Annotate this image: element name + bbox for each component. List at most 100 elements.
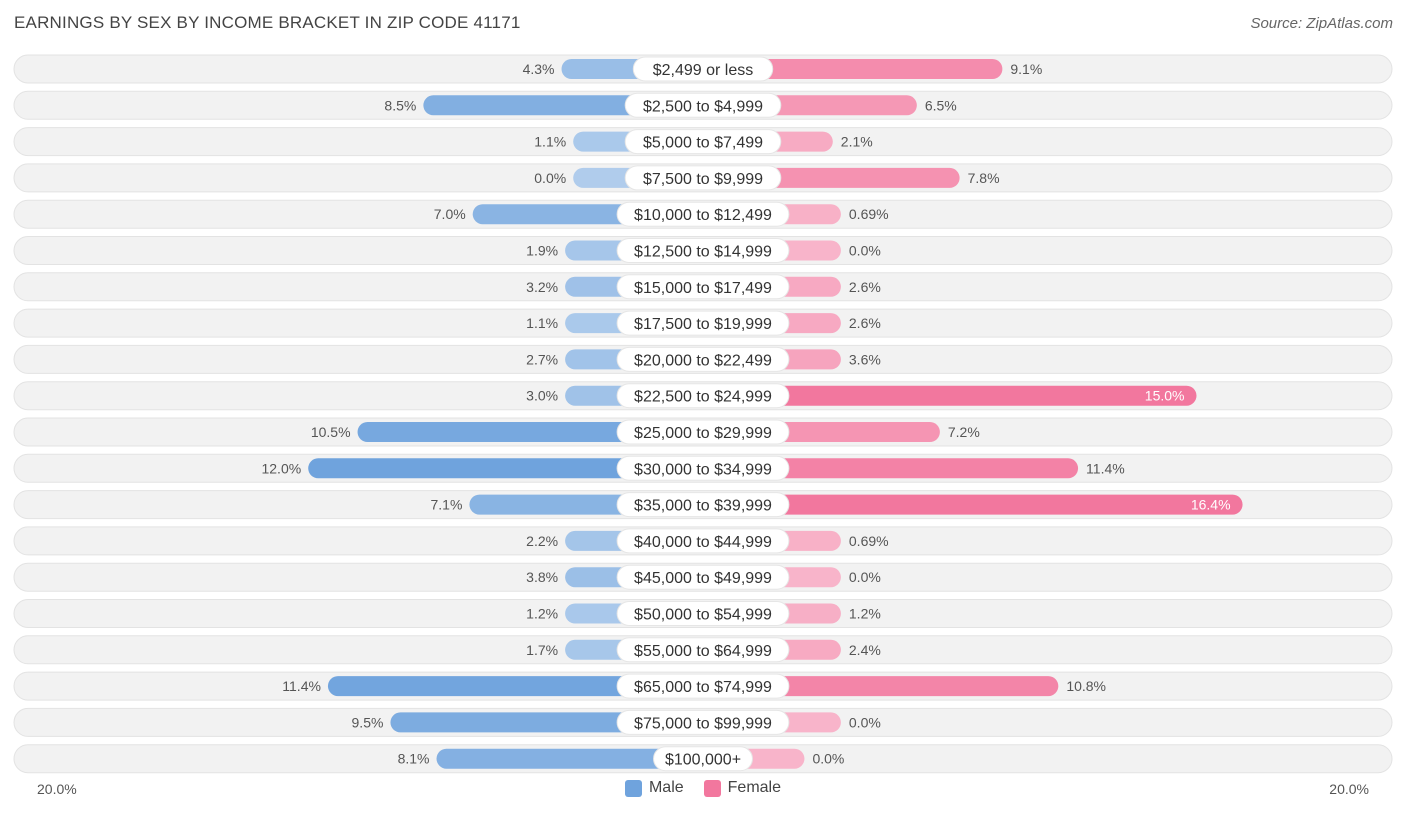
category-label: $75,000 to $99,999 bbox=[634, 715, 772, 732]
category-label: $10,000 to $12,499 bbox=[634, 207, 772, 224]
female-value-label: 16.4% bbox=[1191, 497, 1231, 513]
legend-label-male: Male bbox=[648, 779, 684, 796]
category-label: $17,500 to $19,999 bbox=[634, 316, 772, 333]
category-pill bbox=[616, 528, 790, 554]
male-value-label: 8.5% bbox=[384, 97, 416, 113]
female-value-label: 2.6% bbox=[849, 315, 881, 331]
female-value-label: 2.4% bbox=[849, 642, 881, 658]
male-value-label: 3.2% bbox=[526, 279, 558, 295]
female-value-label: 6.5% bbox=[925, 97, 957, 113]
source-note: Source: ZipAtlas.com bbox=[1250, 15, 1393, 32]
category-pill bbox=[616, 709, 790, 735]
category-pill bbox=[616, 601, 790, 626]
category-label: $65,000 to $74,999 bbox=[634, 679, 772, 696]
male-value-label: 3.8% bbox=[526, 569, 558, 585]
male-value-label: 12.0% bbox=[261, 460, 301, 476]
category-pill bbox=[616, 310, 790, 336]
category-pill bbox=[616, 673, 790, 699]
category-label: $20,000 to $22,499 bbox=[634, 352, 772, 369]
male-bar bbox=[308, 458, 703, 479]
category-label: $45,000 to $49,999 bbox=[634, 570, 772, 587]
male-value-label: 2.7% bbox=[526, 351, 558, 367]
female-bar bbox=[703, 494, 1243, 515]
female-value-label: 1.2% bbox=[849, 606, 881, 622]
female-value-label: 3.6% bbox=[849, 351, 881, 367]
category-label: $50,000 to $54,999 bbox=[634, 607, 772, 624]
category-label: $5,000 to $7,499 bbox=[643, 135, 763, 152]
female-value-label: 7.2% bbox=[948, 424, 980, 440]
female-value-label: 0.69% bbox=[849, 206, 889, 222]
chart-title: EARNINGS BY SEX BY INCOME BRACKET IN ZIP… bbox=[14, 13, 521, 32]
male-bar bbox=[436, 748, 703, 769]
category-pill bbox=[616, 346, 790, 372]
male-value-label: 8.1% bbox=[398, 751, 430, 767]
female-value-label: 2.1% bbox=[841, 134, 873, 150]
chart-plot: 4.3% 9.1% $2,499 or less 8.5% 6.5% $2,500 to … bbox=[13, 54, 1393, 774]
male-value-label: 9.5% bbox=[352, 714, 384, 730]
category-pill bbox=[616, 419, 790, 445]
category-label: $22,500 to $24,999 bbox=[634, 389, 772, 406]
legend-label-female: Female bbox=[727, 779, 782, 796]
female-bar bbox=[703, 676, 1059, 697]
category-pill bbox=[653, 746, 753, 772]
category-pill bbox=[616, 201, 790, 227]
category-pill bbox=[616, 238, 790, 263]
female-value-label: 2.6% bbox=[849, 279, 881, 295]
category-label: $25,000 to $29,999 bbox=[634, 425, 772, 442]
male-value-label: 1.2% bbox=[526, 606, 558, 622]
male-value-label: 1.1% bbox=[534, 134, 566, 150]
male-value-label: 1.7% bbox=[526, 642, 558, 658]
legend-item-male: Male bbox=[624, 779, 684, 797]
female-bar bbox=[703, 458, 1079, 479]
male-value-label: 3.0% bbox=[526, 388, 558, 404]
category-pill bbox=[616, 637, 790, 663]
female-bar bbox=[703, 59, 1003, 79]
category-pill bbox=[616, 274, 790, 300]
category-pill bbox=[616, 383, 790, 409]
male-value-label: 2.2% bbox=[526, 533, 558, 549]
male-value-label: 4.3% bbox=[523, 61, 555, 77]
female-value-label: 0.0% bbox=[812, 751, 844, 767]
category-label: $15,000 to $17,499 bbox=[634, 280, 772, 297]
category-pill bbox=[616, 455, 790, 481]
male-value-label: 11.4% bbox=[282, 678, 321, 694]
category-label: $7,500 to $9,999 bbox=[643, 171, 763, 188]
male-value-label: 7.0% bbox=[434, 206, 466, 222]
female-value-label: 9.1% bbox=[1010, 61, 1042, 77]
category-pill bbox=[616, 564, 790, 590]
male-value-label: 1.9% bbox=[526, 243, 558, 259]
category-label: $35,000 to $39,999 bbox=[634, 498, 772, 515]
female-value-label: 0.0% bbox=[849, 569, 881, 585]
female-value-label: 7.8% bbox=[968, 170, 1000, 186]
category-pill bbox=[616, 492, 790, 518]
female-value-label: 0.0% bbox=[849, 243, 881, 259]
legend-swatch-female bbox=[703, 779, 721, 797]
category-label: $100,000+ bbox=[665, 752, 741, 769]
legend-item-female: Female bbox=[703, 779, 782, 797]
category-label: $2,499 or less bbox=[653, 62, 754, 79]
category-label: $30,000 to $34,999 bbox=[634, 461, 772, 478]
female-value-label: 15.0% bbox=[1145, 388, 1185, 404]
male-value-label: 10.5% bbox=[311, 424, 351, 440]
male-value-label: 0.0% bbox=[534, 170, 566, 186]
category-pill bbox=[624, 92, 782, 118]
legend-swatch-male bbox=[624, 779, 642, 797]
female-value-label: 0.0% bbox=[849, 714, 881, 730]
male-bar bbox=[327, 676, 703, 697]
legend: Male Female bbox=[0, 779, 1406, 797]
category-label: $2,500 to $4,999 bbox=[643, 98, 763, 115]
female-value-label: 0.69% bbox=[849, 533, 889, 549]
male-value-label: 7.1% bbox=[430, 497, 462, 513]
axis-max-label: 20.0% bbox=[1329, 781, 1369, 797]
category-pill bbox=[632, 56, 774, 82]
female-value-label: 11.4% bbox=[1086, 460, 1125, 476]
male-bar bbox=[357, 422, 703, 442]
category-pill bbox=[624, 165, 782, 191]
female-value-label: 10.8% bbox=[1066, 678, 1106, 694]
category-pill bbox=[624, 129, 782, 155]
category-label: $55,000 to $64,999 bbox=[634, 643, 772, 660]
category-label: $40,000 to $44,999 bbox=[634, 534, 772, 551]
female-bar bbox=[703, 385, 1197, 406]
category-label: $12,500 to $14,999 bbox=[634, 244, 772, 261]
male-value-label: 1.1% bbox=[526, 315, 558, 331]
